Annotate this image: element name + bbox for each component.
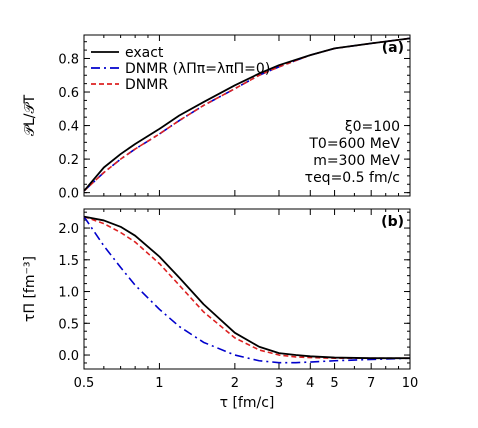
parameter-text: T0=600 MeV [308, 136, 400, 152]
y-axis-label-a: 𝒫L/𝒫T [22, 94, 38, 136]
y-tick-label-a: 0.8 [58, 52, 79, 67]
x-tick-label: 4 [306, 376, 314, 391]
y-tick-label-b: 1.0 [58, 286, 79, 301]
panel-label-a: (a) [382, 40, 404, 56]
parameter-text: m=300 MeV [313, 153, 400, 169]
series-line-dashed-b [83, 215, 410, 360]
x-tick-label: 0.5 [74, 376, 95, 391]
plot-frame-a [83, 34, 411, 197]
y-tick-label-a: 0.6 [58, 86, 79, 101]
y-tick-label-b: 1.5 [58, 254, 79, 269]
plot-frame-b [83, 208, 411, 370]
parameter-text: ξ0=100 [345, 119, 400, 135]
x-tick-label: 1 [155, 376, 163, 391]
parameter-text: τeq=0.5 fm/c [305, 170, 400, 186]
x-tick-label: 10 [402, 376, 419, 391]
x-tick-label: 3 [275, 376, 283, 391]
series-lines-a [83, 37, 411, 192]
series-line-dashdot-b [83, 216, 411, 364]
series-line-solid-a [83, 37, 411, 192]
y-tick-label-a: 0.0 [58, 187, 79, 202]
legend-entry: exact [125, 45, 164, 61]
x-axis-label: τ [fm/c] [220, 395, 275, 411]
legend-entry: DNMR (λΠπ=λπΠ=0) [125, 61, 270, 77]
y-axis-label-b: τΠ [fm⁻³] [22, 256, 38, 322]
x-tick-label: 7 [367, 376, 375, 391]
legend-entry: DNMR [125, 77, 168, 93]
y-tick-label-b: 0.0 [58, 349, 79, 364]
series-line-dashed-a [83, 37, 411, 192]
x-tick-label: 2 [231, 376, 239, 391]
y-tick-label-b: 0.5 [58, 317, 79, 332]
ticks-a: 0.0 0.2 0.4 0.6 0.8 [58, 35, 411, 202]
x-tick-label: 5 [330, 376, 338, 391]
y-tick-label-a: 0.2 [58, 153, 79, 168]
panel-b: 0.5 1 2 3 4 5 7 10 0.0 0.5 1.0 1.5 2.0 (b) τΠ [fm⁻³]… [22, 208, 418, 411]
series-lines-b [83, 215, 411, 364]
series-line-solid-b [83, 215, 410, 360]
ticks-b: 0.5 1 2 3 4 5 7 10 0.0 0.5 1.0 1.5 2.0 [58, 209, 418, 391]
panel-label-b: (b) [381, 214, 404, 230]
y-tick-label-a: 0.4 [58, 120, 79, 135]
y-tick-label-b: 2.0 [58, 222, 79, 237]
